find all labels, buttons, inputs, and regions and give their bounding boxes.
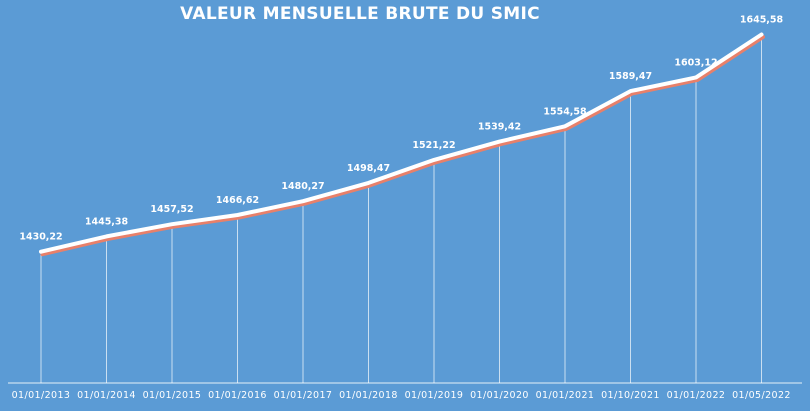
drop-lines (40, 34, 762, 383)
x-tick-label: 01/01/2014 (77, 390, 136, 401)
data-label: 1645,58 (740, 15, 784, 26)
data-label: 1539,42 (478, 122, 521, 133)
x-tick-label: 01/01/2020 (470, 390, 529, 401)
x-tick-label: 01/10/2021 (601, 390, 660, 401)
data-label: 1430,22 (19, 232, 62, 243)
x-tick-label: 01/01/2022 (667, 390, 726, 401)
x-tick-label: 01/01/2019 (405, 390, 464, 401)
series-line (39, 32, 764, 254)
series-line-shadow (40, 35, 765, 257)
x-tick-label: 01/01/2018 (339, 390, 398, 401)
data-label: 1521,22 (412, 140, 455, 151)
data-label: 1554,58 (543, 106, 587, 117)
chart-title: VALEUR MENSUELLE BRUTE DU SMIC (180, 4, 540, 24)
x-tick-label: 01/01/2016 (208, 390, 267, 401)
x-tick-label: 01/05/2022 (732, 390, 791, 401)
data-label: 1466,62 (216, 195, 259, 206)
data-label: 1498,47 (347, 163, 390, 174)
x-tick-label: 01/01/2017 (274, 390, 333, 401)
data-label: 1457,52 (150, 204, 193, 215)
x-tick-label: 01/01/2021 (536, 390, 595, 401)
data-label: 1480,27 (281, 181, 324, 192)
data-label: 1445,38 (85, 216, 129, 227)
x-tick-labels: 01/01/2013 01/01/2014 01/01/2015 01/01/2016… (12, 390, 791, 401)
data-labels: 1430,22 1445,38 1457,52 1466,62 1480,27 1498,… (19, 15, 783, 243)
data-label: 1603,12 (674, 57, 717, 68)
data-label: 1589,47 (609, 71, 652, 82)
x-tick-label: 01/01/2015 (143, 390, 202, 401)
x-tick-label: 01/01/2013 (12, 390, 71, 401)
